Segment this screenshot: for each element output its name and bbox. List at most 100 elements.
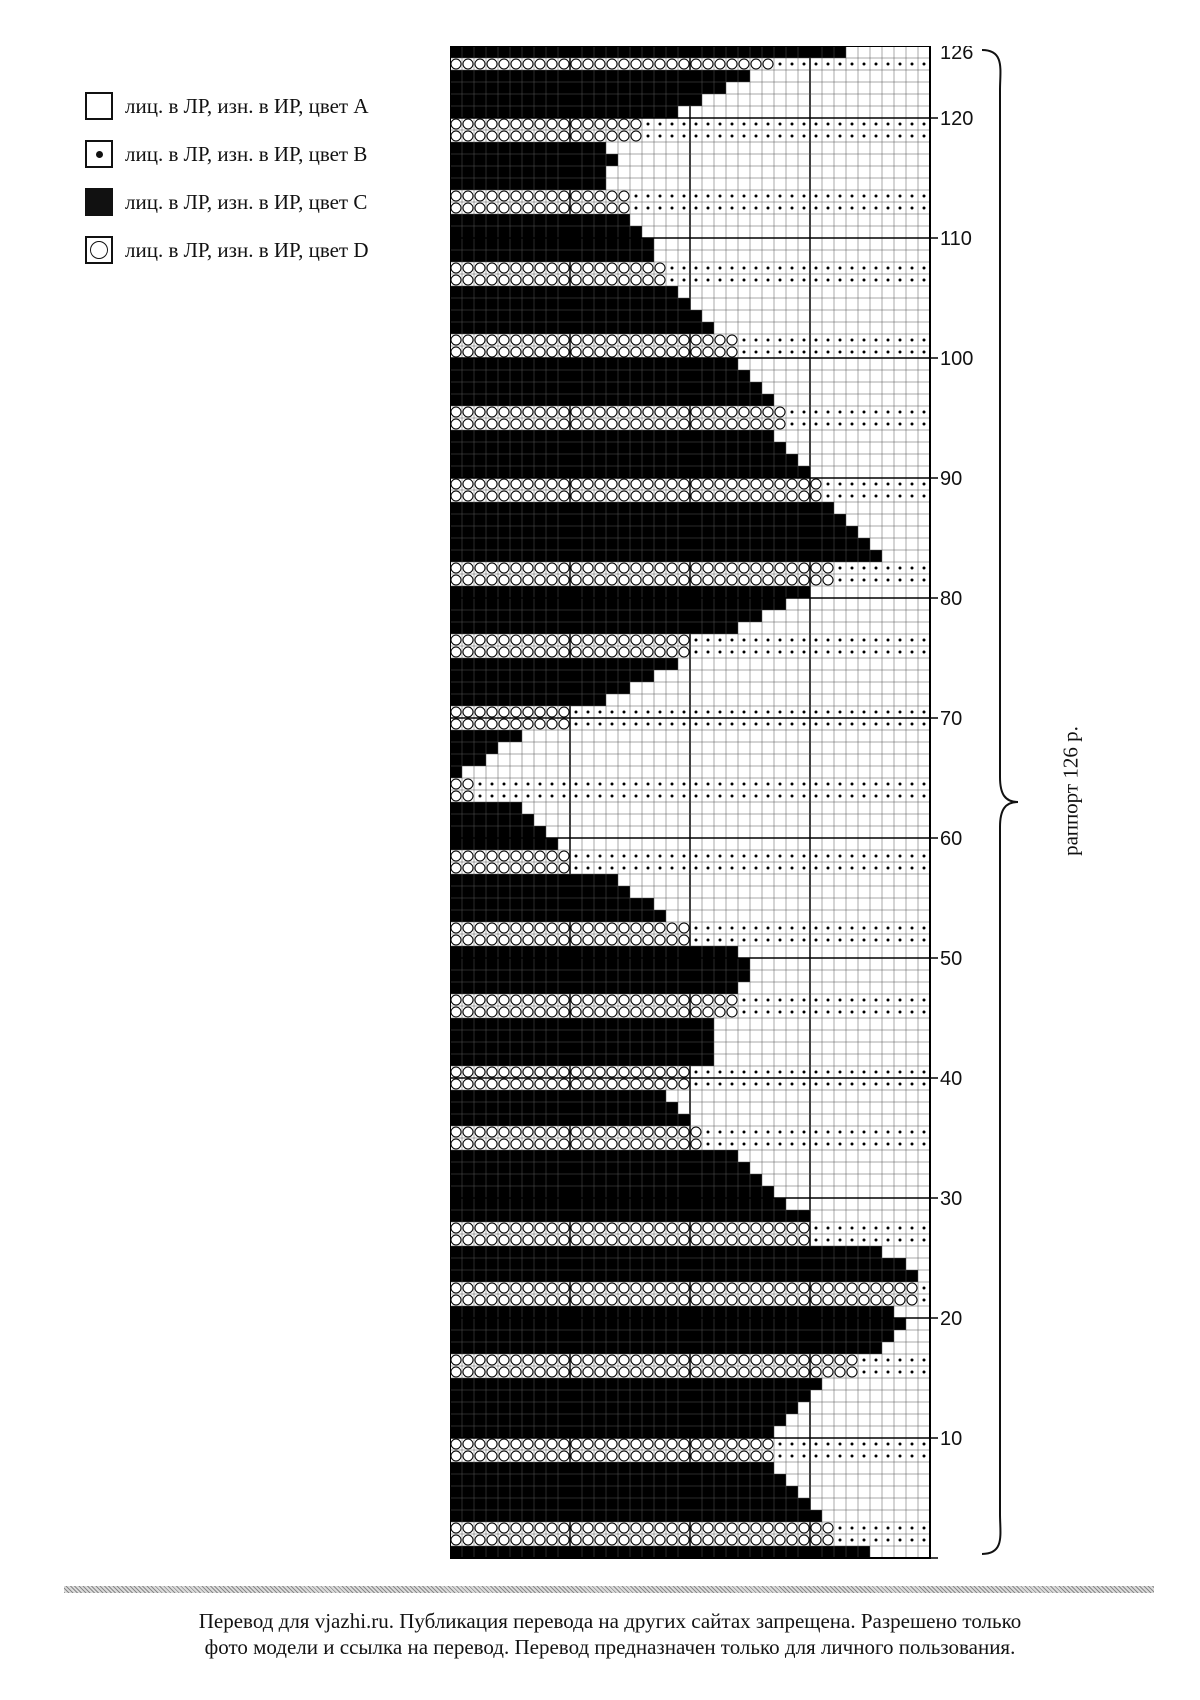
stitch-b (730, 194, 734, 198)
stitch-b (778, 650, 782, 654)
stitch-d (798, 478, 810, 490)
stitch-d (834, 1354, 846, 1366)
stitch-d (558, 934, 570, 946)
stitch-d (726, 418, 738, 430)
stitch-d (558, 118, 570, 130)
stitch-d (510, 1222, 522, 1234)
stitch-b (838, 1538, 842, 1542)
stitch-d (594, 922, 606, 934)
stitch-b (778, 1442, 782, 1446)
stitch-d (618, 1282, 630, 1294)
stitch-b (910, 1238, 914, 1242)
stitch-d (570, 1366, 582, 1378)
stitch-d (462, 574, 474, 586)
stitch-d (654, 1366, 666, 1378)
stitch-b (898, 638, 902, 642)
stitch-b (838, 134, 842, 138)
stitch-d (582, 1366, 594, 1378)
stitch-d (618, 58, 630, 70)
stitch-b (790, 1070, 794, 1074)
square-empty-icon (85, 92, 113, 120)
stitch-d (486, 646, 498, 658)
stitch-b (718, 206, 722, 210)
stitch-d (558, 1282, 570, 1294)
stitch-d (678, 346, 690, 358)
stitch-b (886, 854, 890, 858)
stitch-d (462, 274, 474, 286)
stitch-d (798, 574, 810, 586)
stitch-b (838, 1130, 842, 1134)
stitch-d (474, 718, 486, 730)
stitch-d (534, 1066, 546, 1078)
stitch-d (522, 1534, 534, 1546)
stitch-d (642, 262, 654, 274)
stitch-b (730, 1130, 734, 1134)
stitch-d (702, 58, 714, 70)
stitch-d (642, 1366, 654, 1378)
stitch-b (898, 206, 902, 210)
stitch-d (642, 1222, 654, 1234)
stitch-d (606, 1294, 618, 1306)
stitch-d (474, 1066, 486, 1078)
stitch-d (510, 922, 522, 934)
stitch-d (474, 190, 486, 202)
stitch-b (862, 266, 866, 270)
stitch-d (822, 1366, 834, 1378)
stitch-b (910, 1538, 914, 1542)
stitch-b (874, 278, 878, 282)
stitch-b (694, 854, 698, 858)
stitch-b (922, 1442, 926, 1446)
stitch-d (654, 418, 666, 430)
stitch-b (778, 782, 782, 786)
stitch-b (898, 650, 902, 654)
stitch-d (762, 490, 774, 502)
stitch-d (522, 1450, 534, 1462)
stitch-d (462, 478, 474, 490)
stitch-d (558, 334, 570, 346)
stitch-d (882, 1282, 894, 1294)
stitch-b (802, 926, 806, 930)
stitch-d (690, 1138, 702, 1150)
stitch-b (766, 710, 770, 714)
stitch-d (702, 1450, 714, 1462)
stitch-d (498, 634, 510, 646)
stitch-b (778, 266, 782, 270)
stitch-d (546, 1066, 558, 1078)
stitch-b (838, 638, 842, 642)
stitch-d (786, 478, 798, 490)
stitch-d (618, 274, 630, 286)
stitch-d (666, 646, 678, 658)
stitch-b (598, 866, 602, 870)
stitch-b (826, 926, 830, 930)
stitch-b (574, 782, 578, 786)
stitch-b (922, 854, 926, 858)
stitch-d (846, 1294, 858, 1306)
stitch-d (510, 190, 522, 202)
stitch-b (910, 1526, 914, 1530)
stitch-d (606, 1282, 618, 1294)
stitch-b (850, 1238, 854, 1242)
stitch-d (654, 478, 666, 490)
stitch-b (886, 650, 890, 654)
stitch-d (606, 478, 618, 490)
stitch-b (862, 1358, 866, 1362)
stitch-b (886, 122, 890, 126)
stitch-d (546, 262, 558, 274)
stitch-d (762, 406, 774, 418)
stitch-b (886, 206, 890, 210)
stitch-b (718, 1142, 722, 1146)
stitch-d (678, 1078, 690, 1090)
stitch-d (558, 862, 570, 874)
stitch-d (654, 922, 666, 934)
stitch-d (486, 1006, 498, 1018)
stitch-b (922, 566, 926, 570)
stitch-d (786, 490, 798, 502)
stitch-d (618, 1006, 630, 1018)
stitch-d (582, 478, 594, 490)
stitch-d (474, 706, 486, 718)
stitch-b (886, 422, 890, 426)
stitch-d (738, 1438, 750, 1450)
stitch-d (666, 1234, 678, 1246)
stitch-d (738, 478, 750, 490)
stitch-b (886, 410, 890, 414)
